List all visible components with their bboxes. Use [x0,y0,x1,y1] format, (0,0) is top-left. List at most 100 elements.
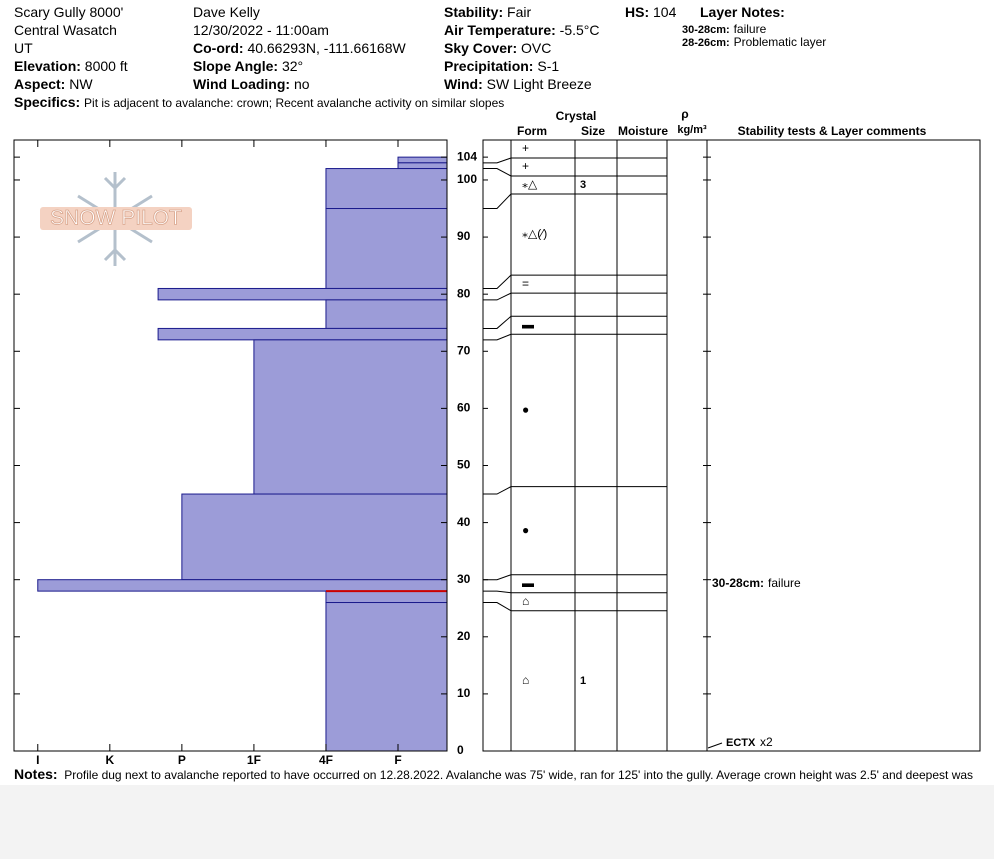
logo-band [40,207,192,230]
field-value: 40.66293N, -111.66168W [247,40,406,56]
hardness-bar [397,156,448,164]
connector [483,168,512,177]
field-value: 32° [281,58,304,74]
grain-form: + [522,159,529,173]
field-value: OVC [521,40,552,56]
connector [483,315,512,329]
field-value: Dave Kelly [193,4,260,20]
grain-form: ⌂ [522,673,529,687]
hardness-bar [325,208,448,289]
test-text: x2 [760,735,773,749]
hardness-bar [181,493,448,581]
y-tick-label: 10 [457,686,471,700]
snow-profile: SNOW PILOT 0 10 20 30 40 50 60 70 80 90 100 104 I K P 1… [13,107,981,767]
hardness-bar [397,162,448,170]
header-field: Elevation: 8000 ft [14,57,128,75]
comment-text: failure [768,576,801,590]
field-label: Layer Notes: [700,4,785,20]
field-label: 30-28cm: [682,24,730,36]
connector [483,602,512,612]
grain-form: + [522,141,529,155]
header-field: Stability: Fair [444,3,531,21]
field-value: failure [733,22,767,36]
y-tick-label: 104 [457,149,477,163]
x-tick-label: K [105,753,114,767]
layer-note: 28-26cm: Problematic layer [682,35,826,50]
y-tick-label: 80 [457,286,471,300]
grain-form: ⌂ [522,594,529,608]
header-field: Central Wasatch [14,21,117,39]
connector [483,590,512,594]
comment-range: 30-28cm: [712,576,764,590]
header-field: Air Temperature: -5.5°C [444,21,600,39]
x-tick-label: P [178,753,186,767]
grain-form: ⁎△(⁄) [522,227,547,241]
connector [483,574,512,581]
table-frame [482,139,981,752]
header-form: Form [517,124,547,138]
y-tick-label: 30 [457,572,471,586]
header-size: Size [581,124,605,138]
field-value: -5.5°C [559,22,600,38]
field-label: Wind Loading: [193,76,291,92]
hardness-bar [325,168,448,210]
field-value: 8000 ft [84,58,128,74]
snowflake [103,176,127,262]
y-tick-label: 90 [457,229,471,243]
hardness-bar [325,299,448,329]
header-field: Wind: SW Light Breeze [444,75,592,93]
grain-form: ● [522,403,529,417]
header-field: Slope Angle: 32° [193,57,303,75]
notes-text: Profile dug next to avalanche reported t… [64,768,974,782]
header-field: Sky Cover: OVC [444,39,551,57]
y-tick-label: 60 [457,401,471,415]
header-field: Dave Kelly [193,3,260,21]
field-label: Slope Angle: [193,58,279,74]
header-moisture: Moisture [618,124,668,138]
field-value: 104 [653,4,677,20]
field-value: Central Wasatch [14,22,117,38]
header-rho: ρ [681,107,688,121]
field-value: Pit is adjacent to avalanche: crown; Rec… [84,96,505,110]
field-label: Specifics: [14,94,81,110]
y-tick-label: 20 [457,629,471,643]
hardness-bar [325,602,448,752]
field-value: SW Light Breeze [486,76,592,92]
grain-size: 1 [580,675,586,687]
header-field: Scary Gully 8000' [14,3,123,21]
grain-form: ▬ [522,576,534,590]
field-value: Fair [507,4,532,20]
header-field: Precipitation: S-1 [444,57,559,75]
field-label: Wind: [444,76,483,92]
field-label: Precipitation: [444,58,534,74]
field-label: Co-ord: [193,40,244,56]
y-tick-label: 100 [457,172,477,186]
y-tick-label: 40 [457,515,471,529]
footer-bg [0,785,994,859]
header-density: kg/m³ [677,124,707,136]
hardness-bar [157,287,448,301]
connector [483,333,512,341]
connector [483,486,512,495]
test-label: ECTX [726,737,756,749]
y-tick-label: 0 [457,743,464,757]
grain-size: 3 [580,179,586,191]
field-label: Sky Cover: [444,40,518,56]
field-label: Air Temperature: [444,22,556,38]
header-field: Aspect: NW [14,75,93,93]
connector [483,292,512,301]
field-value: UT [14,40,33,56]
header-field: UT [14,39,33,57]
hardness-bar [325,590,448,604]
field-value: NW [69,76,93,92]
y-tick-label: 70 [457,343,471,357]
field-value: S-1 [537,58,560,74]
header-field: 12/30/2022 - 11:00am [193,21,329,39]
field-value: Scary Gully 8000' [14,4,124,20]
header-field: Co-ord: 40.66293N, -111.66168W [193,39,406,57]
field-label: Stability: [444,4,504,20]
hardness-bar [157,327,448,341]
x-tick-label: 4F [319,753,333,767]
notes: Notes: Profile dug next to avalanche rep… [14,765,994,784]
layer-comment: 30-28cm: failure [712,576,801,590]
